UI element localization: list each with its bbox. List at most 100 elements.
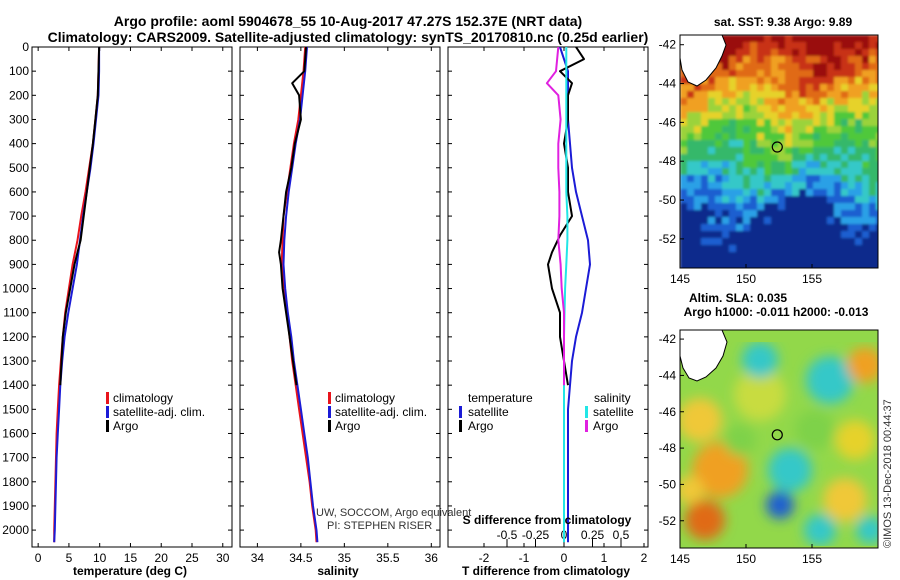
lat-tick-label: -52 <box>659 514 677 528</box>
legend-satellite-swatch <box>328 406 331 418</box>
depth-tick-label: 1400 <box>2 378 29 392</box>
depth-tick-label: 700 <box>9 209 29 223</box>
depth-tick-label: 1300 <box>2 354 29 368</box>
temperature-series <box>53 47 101 543</box>
depth-tick-label: 1800 <box>2 475 29 489</box>
x-tick-label: 25 <box>185 551 199 565</box>
temperature-plot-frame <box>31 46 233 548</box>
x-tick-label: 30 <box>216 551 230 565</box>
legend-t-satellite-label: satellite <box>468 405 509 419</box>
series-line-salinity-argo <box>545 47 565 386</box>
lat-tick-label: -46 <box>659 405 677 419</box>
x-tick-label: 36 <box>425 551 439 565</box>
lat-tick-label: -46 <box>659 115 677 129</box>
depth-tick-label: 1500 <box>2 402 29 416</box>
s-tick-label: 0.5 <box>613 528 630 542</box>
depth-tick-label: 1900 <box>2 499 29 513</box>
legend-s-argo-label: Argo <box>593 419 619 433</box>
depth-tick-label: 100 <box>9 64 29 78</box>
depth-tick-label: 800 <box>9 233 29 247</box>
difference-series <box>545 47 591 543</box>
x-tick-label: 2 <box>641 551 648 565</box>
x-tick-label: 0 <box>35 551 42 565</box>
lon-tick-label: 145 <box>670 552 690 566</box>
legend-temperature-heading: temperature <box>468 391 533 405</box>
x-tick-label: 1 <box>601 551 608 565</box>
depth-axis-ticks: 0 100 200 300 400 500 600 700 800 900 1000 1100 1200… <box>2 40 232 537</box>
lat-tick-label: -50 <box>659 193 677 207</box>
series-line-temperature-argo <box>547 47 585 386</box>
series-line-climatology <box>53 47 101 543</box>
legend-s-argo-swatch <box>585 420 588 432</box>
depth-tick-label: 300 <box>9 112 29 126</box>
sst-land-tasmania <box>680 35 727 87</box>
salinity-xlabel: salinity <box>317 564 359 578</box>
lat-tick-label: -42 <box>659 38 677 52</box>
salinity-series <box>278 47 319 543</box>
x-tick-label: 10 <box>93 551 107 565</box>
legend-t-argo-swatch <box>459 420 462 432</box>
legend-s-satellite-label: satellite <box>593 405 634 419</box>
legend-satellite-label: satellite-adj. clim. <box>113 405 205 419</box>
salinity-panel: 34 34.5 35 35.5 36 salinity climatology sate… <box>239 46 471 578</box>
difference-depth-ticks <box>448 46 648 531</box>
temperature-axis-ticks: 0 5 10 15 20 25 30 <box>35 47 230 565</box>
lat-tick-label: -44 <box>659 77 677 91</box>
sla-map-ticks: 145 150 155 -42 -44 -46 -48 -50 -52 <box>659 332 823 566</box>
s-difference-xlabel: S difference from climatology <box>463 513 632 527</box>
x-tick-label: 15 <box>124 551 138 565</box>
depth-tick-label: 1600 <box>2 426 29 440</box>
depth-tick-label: 1700 <box>2 451 29 465</box>
sla-map-frame <box>679 329 879 549</box>
sla-argo-location-marker <box>771 429 783 441</box>
lat-tick-label: -48 <box>659 154 677 168</box>
sst-map-ticks: 145 150 155 -42 -44 -46 -48 -50 -52 <box>659 38 823 286</box>
depth-tick-label: 0 <box>22 40 29 54</box>
depth-tick-label: 400 <box>9 137 29 151</box>
legend-argo-swatch <box>328 420 331 432</box>
x-tick-label: 5 <box>66 551 73 565</box>
lon-tick-label: 150 <box>736 272 756 286</box>
sla-map-title: Altim. SLA: 0.035 <box>689 291 787 305</box>
sst-map-title: sat. SST: 9.38 Argo: 9.89 <box>714 15 853 29</box>
legend-argo-label: Argo <box>335 419 361 433</box>
difference-panel: -2 -1 0 1 2 -0.5 -0.25 0 0.25 0.5 T difference f… <box>447 46 649 578</box>
sst-map-image <box>680 35 878 268</box>
sla-map-panel: Altim. SLA: 0.035 Argo h1000: -0.011 h20… <box>659 291 879 566</box>
series-line-argo <box>278 47 308 386</box>
temperature-panel: 0100200300400500600700800900100011001200… <box>2 40 233 578</box>
series-line-argo <box>59 47 101 386</box>
depth-tick-label: 500 <box>9 161 29 175</box>
lat-tick-label: -44 <box>659 368 677 382</box>
salinity-plot-frame <box>239 46 441 548</box>
depth-tick-label: 2000 <box>2 523 29 537</box>
lat-tick-label: -50 <box>659 477 677 491</box>
legend-satellite-label: satellite-adj. clim. <box>335 405 427 419</box>
difference-plot-frame <box>447 46 649 548</box>
depth-tick-label: 600 <box>9 185 29 199</box>
lat-tick-label: -52 <box>659 232 677 246</box>
figure-title-line1: Argo profile: aoml 5904678_55 10-Aug-201… <box>114 13 582 29</box>
temperature-xlabel: temperature (deg C) <box>73 564 187 578</box>
lat-tick-label: -48 <box>659 441 677 455</box>
salinity-axis-ticks: 34 34.5 35 35.5 36 <box>251 47 439 565</box>
legend-t-argo-label: Argo <box>468 419 494 433</box>
s-tick-label: -0.5 <box>497 528 518 542</box>
series-line-satellite-adj-clim- <box>53 47 101 543</box>
legend-argo-label: Argo <box>113 419 139 433</box>
s-tick-label: -0.25 <box>522 528 550 542</box>
legend-climatology-swatch <box>328 392 331 404</box>
sla-map-subtitle: Argo h1000: -0.011 h2000: -0.013 <box>684 305 869 319</box>
salinity-legend: climatology satellite-adj. clim. Argo <box>328 391 427 433</box>
depth-tick-label: 1000 <box>2 282 29 296</box>
x-tick-label: 35.5 <box>376 551 400 565</box>
sla-map-image <box>680 330 878 548</box>
depth-tick-label: 900 <box>9 257 29 271</box>
s-tick-label: 0.25 <box>581 528 605 542</box>
sla-land-tasmania <box>680 330 728 382</box>
depth-tick-label: 1100 <box>3 306 29 320</box>
x-tick-label: 20 <box>155 551 169 565</box>
credit-line2: PI: STEPHEN RISER <box>327 520 432 532</box>
legend-s-satellite-swatch <box>585 406 588 418</box>
